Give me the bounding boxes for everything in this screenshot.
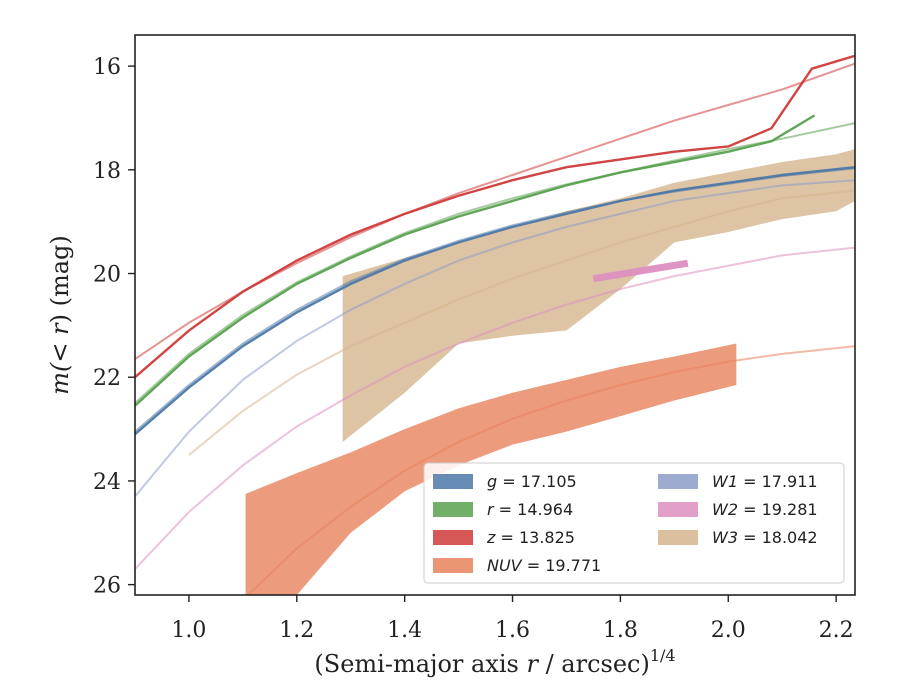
y-axis-title-post: ) (mag)	[46, 235, 74, 323]
x-axis-title-rest: / arcsec)	[538, 650, 650, 678]
x-tick-label: 1.0	[171, 618, 206, 643]
legend-label-w1: W1 = 17.911	[712, 472, 818, 491]
x-tick-label: 1.6	[495, 618, 530, 643]
legend-swatch-r	[433, 502, 473, 517]
y-axis-title-pre: m(<	[46, 335, 74, 395]
model-curve-w3	[188, 189, 855, 456]
legend-swatch-w2	[658, 502, 698, 517]
x-tick-label: 2.2	[819, 618, 854, 643]
legend-label-g: g = 17.105	[487, 472, 577, 491]
legend-label-r: r = 14.964	[487, 500, 573, 519]
x-tick-label: 2.0	[711, 618, 746, 643]
legend-swatch-nuv	[433, 558, 473, 573]
x-axis-title-main: (Semi-major axis	[314, 650, 526, 678]
legend-label-z: z = 13.825	[486, 528, 575, 547]
series-line-r	[135, 114, 816, 407]
x-axis-title-exp: 1/4	[650, 646, 676, 665]
model-curve-w1	[135, 179, 855, 498]
y-tick-label: 24	[93, 470, 121, 495]
band-nuv	[245, 343, 737, 595]
y-axis: 16 18 20 22 24 26	[93, 55, 135, 599]
model-curve-w2	[135, 246, 855, 570]
y-tick-label: 18	[93, 159, 121, 184]
x-tick-label: 1.8	[603, 618, 638, 643]
series-line-z	[135, 54, 855, 379]
legend-swatch-g	[433, 474, 473, 489]
y-tick-label: 20	[93, 263, 121, 288]
plot-frame	[134, 34, 856, 596]
model-curve-r	[135, 122, 855, 404]
x-axis-title-var: r	[526, 650, 539, 678]
legend-label-w3: W3 = 18.042	[712, 528, 818, 547]
series-line-w2	[592, 259, 689, 283]
legend-label-w2: W2 = 19.281	[712, 500, 818, 519]
x-tick-label: 1.2	[279, 618, 314, 643]
legend-box	[423, 462, 845, 584]
x-axis: 1.0 1.2 1.4 1.6 1.8 2.0 2.2	[171, 595, 854, 643]
y-axis-title-var: r	[46, 322, 74, 335]
plot-area	[135, 54, 855, 595]
y-tick-label: 26	[93, 574, 121, 599]
legend-swatch-w1	[658, 474, 698, 489]
legend-swatch-z	[433, 530, 473, 545]
y-tick-label: 16	[93, 55, 121, 80]
y-tick-label: 22	[93, 366, 121, 391]
legend-swatch-w3	[658, 530, 698, 545]
model-curve-nuv	[246, 345, 855, 595]
legend-label-nuv: NUV = 19.771	[487, 556, 601, 575]
legend: g = 17.105 r = 14.964 z = 13.825 NUV = 19.7…	[423, 462, 845, 584]
series-line-g	[135, 166, 855, 436]
x-axis-title: (Semi-major axis r / arcsec)1/4	[314, 646, 675, 678]
x-tick-label: 1.4	[387, 618, 422, 643]
y-axis-title: m(< r) (mag)	[46, 235, 74, 395]
